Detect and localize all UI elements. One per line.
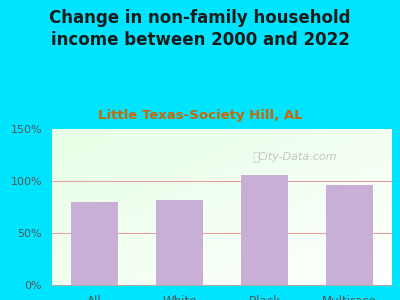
Bar: [241, 175, 288, 285]
Text: Little Texas-Society Hill, AL: Little Texas-Society Hill, AL: [98, 110, 302, 122]
Text: City-Data.com: City-Data.com: [257, 152, 336, 162]
Text: Change in non-family household
income between 2000 and 2022: Change in non-family household income be…: [49, 9, 351, 49]
Bar: [71, 202, 118, 285]
Bar: [156, 200, 203, 285]
Bar: [326, 185, 373, 285]
Text: ⓘ: ⓘ: [252, 151, 260, 164]
